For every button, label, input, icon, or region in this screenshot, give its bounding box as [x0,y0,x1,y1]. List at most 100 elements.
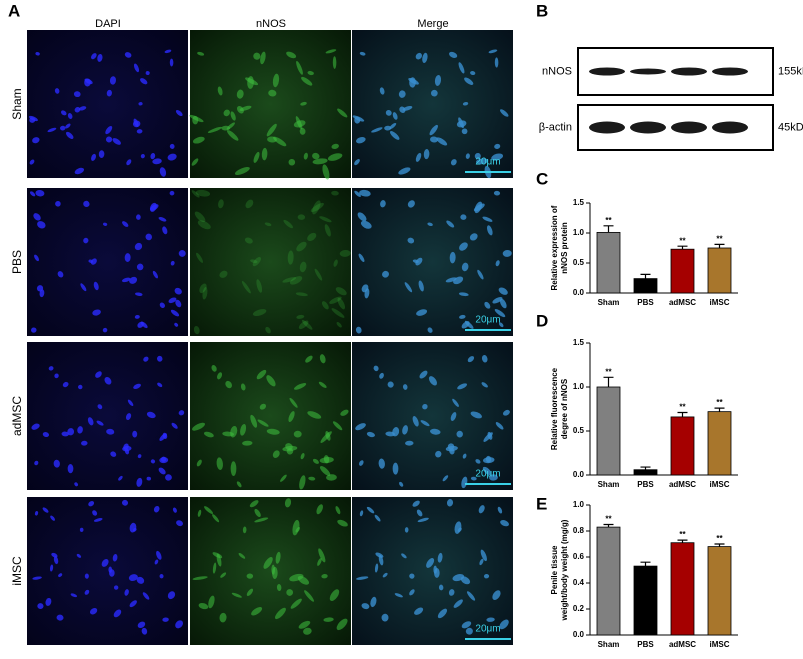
cell [461,621,472,629]
cell [275,551,281,564]
cell [486,617,495,622]
nucleus [124,448,130,455]
nucleus [112,138,121,145]
blot-size: 45kDa [778,121,803,133]
cell [192,136,205,144]
cell [264,222,272,227]
row-label: adMSC [10,396,24,436]
cell [450,159,457,166]
nucleus [91,153,97,161]
cell [500,109,509,117]
cell [310,202,324,212]
blot-band [589,67,625,76]
panel-label: B [536,1,548,20]
scale-bar-label: 20μm [475,157,500,168]
cell [452,574,465,582]
bar [707,411,732,476]
cell [494,57,499,68]
cell [197,51,205,56]
cell [499,298,507,309]
micrograph [190,30,351,178]
cell [297,214,306,220]
nucleus [146,476,152,481]
error-bar [714,407,725,412]
row-label: PBS [10,250,24,274]
cell [462,101,469,106]
cell [475,459,481,464]
cell [222,431,235,437]
cell [192,576,208,581]
cell [266,123,277,137]
nucleus [152,270,159,279]
nucleus [50,515,55,521]
cell [329,589,340,601]
nucleus [162,617,169,622]
cell [478,505,485,514]
cell [398,90,406,98]
nucleus [152,158,162,165]
y-tick-label: 0.6 [573,552,585,561]
cell [469,233,478,241]
x-tick-label: PBS [637,640,654,649]
nucleus [30,327,37,333]
significance-label: ** [716,398,723,407]
micrograph [352,342,513,490]
cell [336,618,348,631]
blot-band [712,121,748,134]
cell [212,562,217,574]
nucleus [137,321,144,328]
nucleus [87,417,94,426]
cell [195,189,211,197]
cell [293,120,306,128]
x-tick-label: adMSC [669,480,696,489]
cell [475,158,489,165]
bar [670,248,695,294]
nucleus [106,89,112,97]
cell [223,109,230,117]
nucleus [137,454,142,459]
cell [370,596,377,608]
cell [399,481,404,487]
nucleus [178,410,185,416]
nucleus [53,556,59,565]
cell [196,252,203,263]
nucleus [154,559,159,565]
cell [466,591,476,601]
nucleus [113,585,119,590]
cell [360,220,372,229]
cell [459,242,468,251]
cell [207,126,222,133]
cell [384,125,392,131]
nucleus [84,589,90,595]
cell [438,584,444,591]
nucleus [128,574,138,582]
cell [301,76,313,86]
cell [437,552,443,563]
nucleus [132,120,141,128]
nucleus [34,460,39,466]
nucleus [109,569,115,577]
bar [596,231,621,294]
y-tick-label: 0.0 [573,470,585,479]
x-tick-label: PBS [637,480,654,489]
cell [247,76,254,89]
cell [212,552,223,559]
x-tick-label: Sham [598,298,620,307]
cell [412,259,419,263]
x-tick-label: iMSC [710,640,730,649]
cell [486,225,493,236]
cell [285,443,293,451]
y-tick-label: 1.0 [573,228,585,237]
y-tick-label: 1.0 [573,382,585,391]
cell [470,476,477,481]
blot-band [671,67,707,76]
cell [385,431,395,437]
cell [288,411,295,423]
micrograph [190,188,351,336]
cell [321,301,329,310]
column-header: nNOS [256,18,286,30]
significance-label: ** [605,367,612,376]
cell [382,572,388,578]
cell [265,326,271,334]
scale-bar-label: 20μm [475,469,500,480]
